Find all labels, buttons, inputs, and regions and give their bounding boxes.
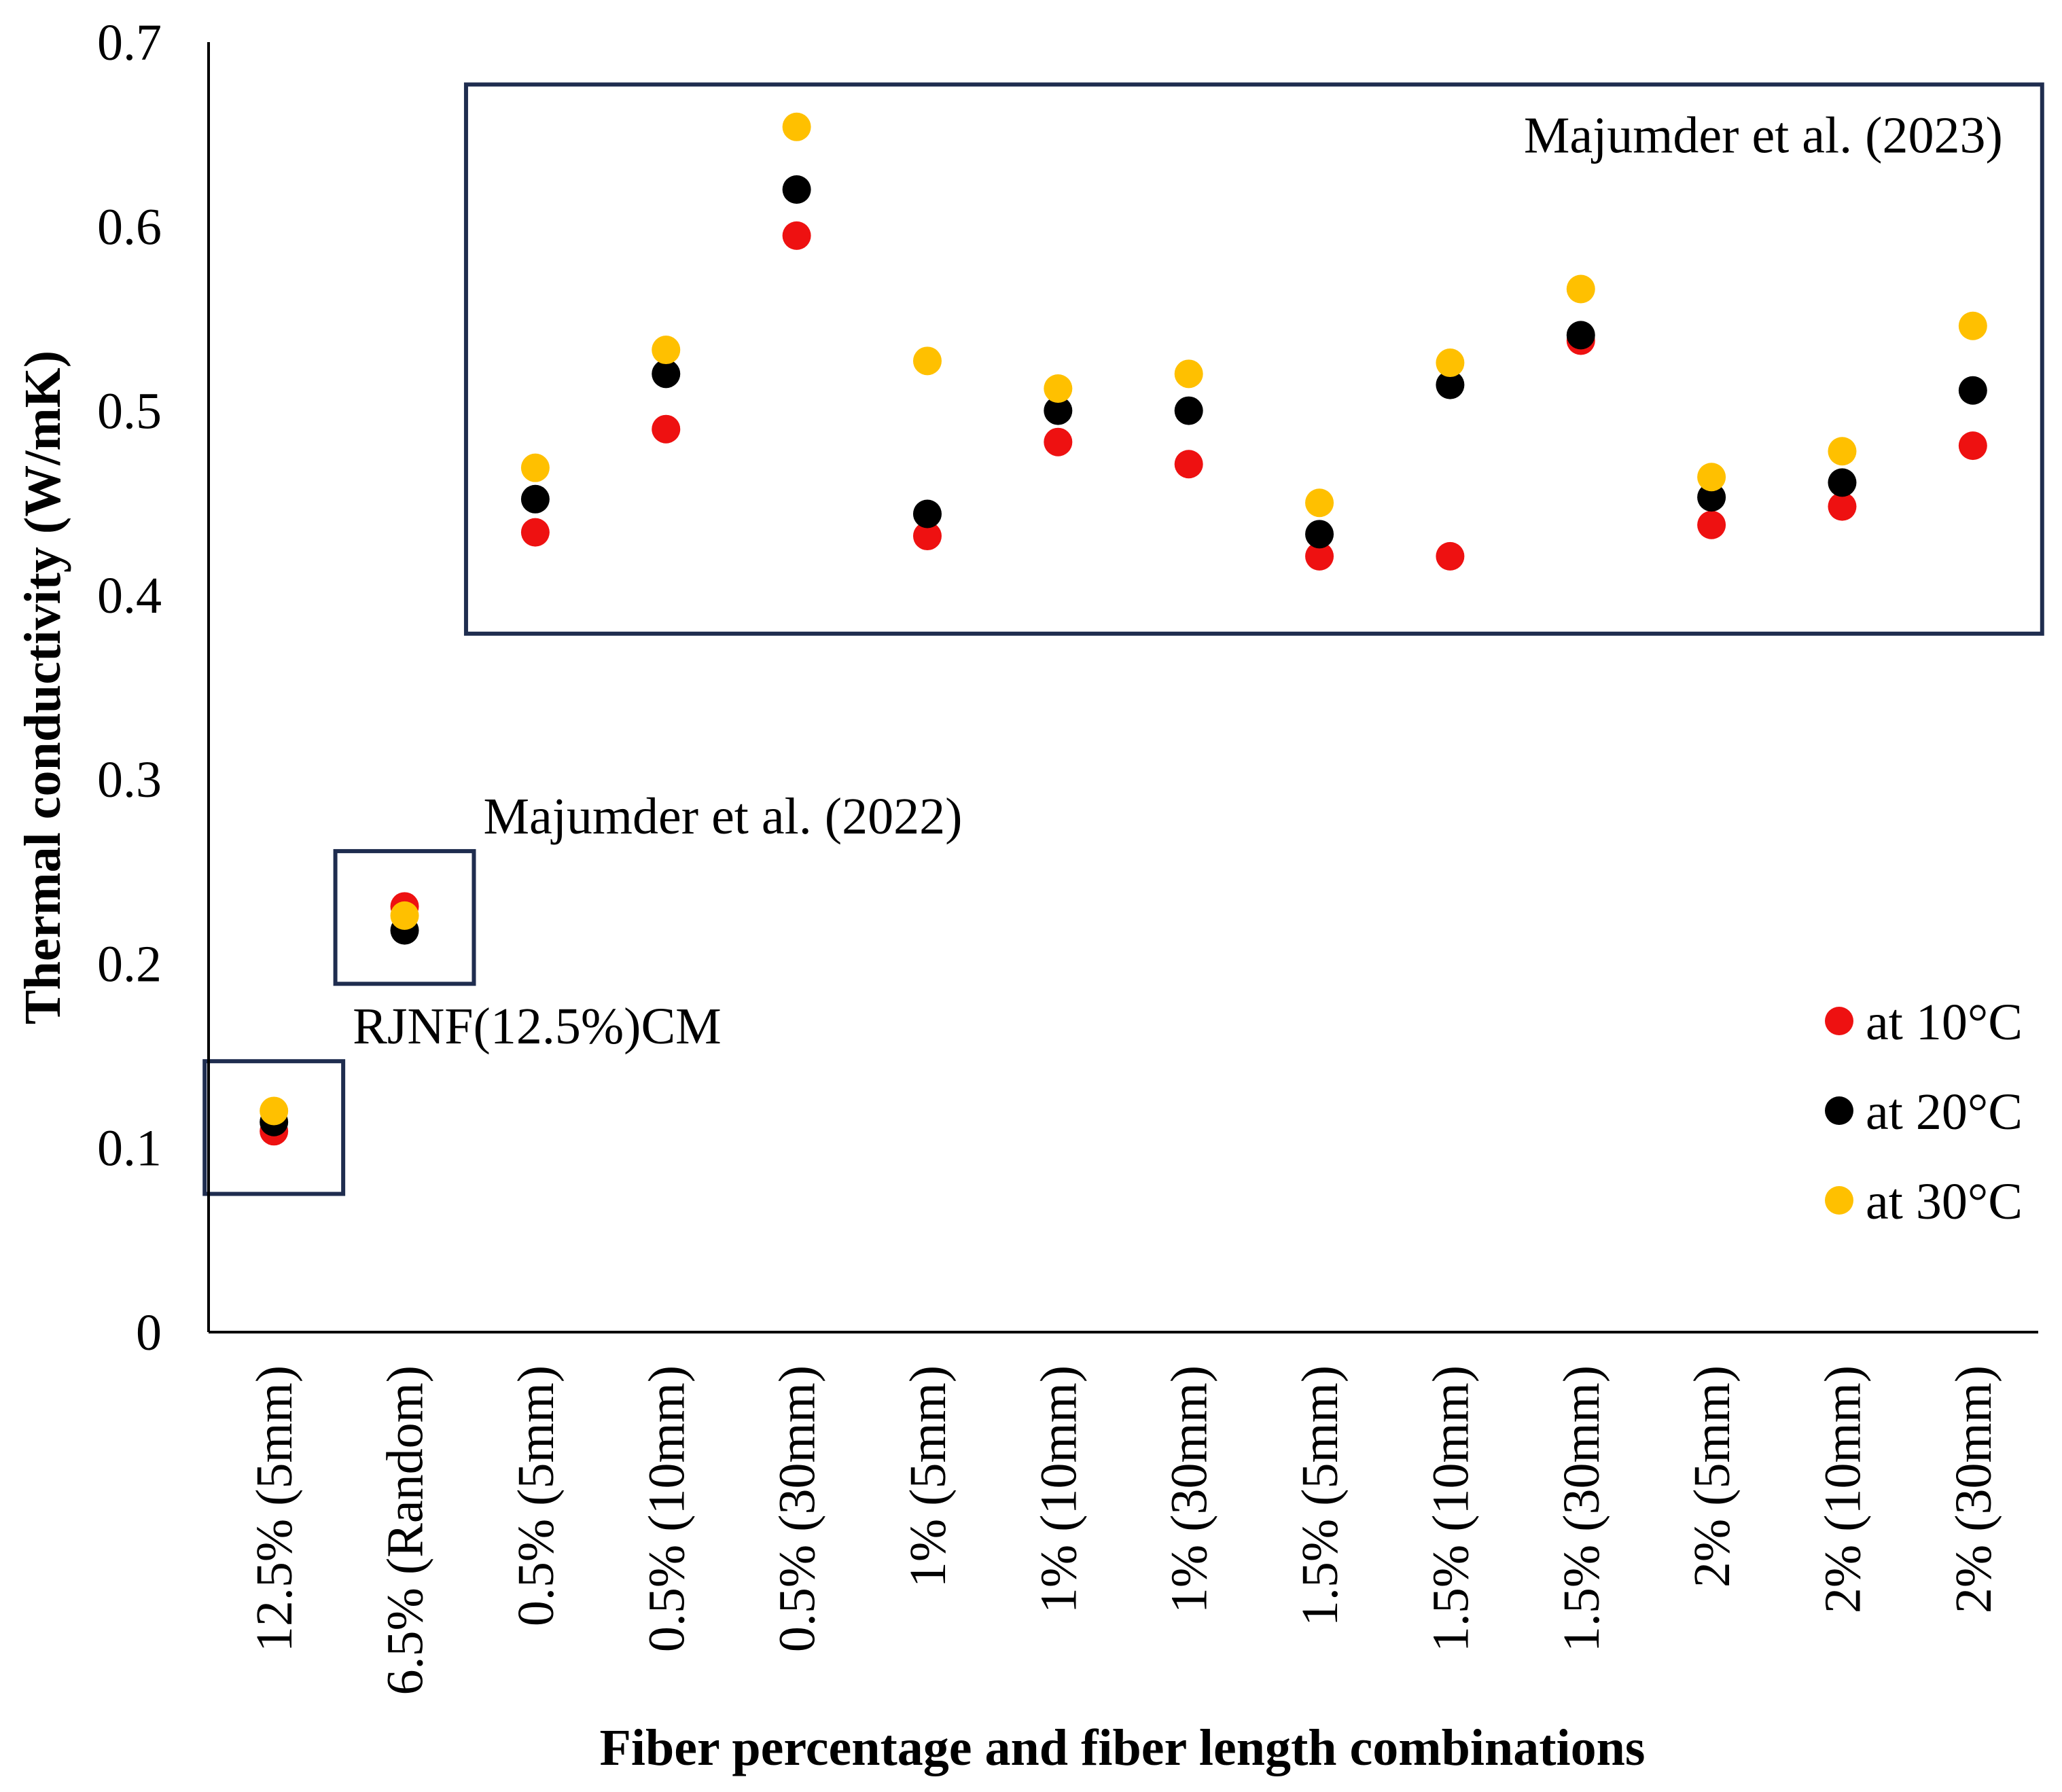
- data-point: [1044, 396, 1073, 425]
- data-point: [1044, 427, 1073, 456]
- data-point: [390, 901, 419, 930]
- data-point: [782, 221, 811, 250]
- legend-label: at 30°C: [1866, 1173, 2023, 1230]
- data-point: [1305, 541, 1334, 571]
- data-point: [1305, 488, 1334, 518]
- data-points: [260, 112, 1987, 1146]
- data-point: [1697, 510, 1726, 539]
- annotation-box: [333, 848, 476, 986]
- data-point: [1566, 321, 1595, 350]
- data-point: [1697, 483, 1726, 512]
- data-point: [912, 499, 942, 528]
- legend: at 10°C at 20°C at 30°C: [1825, 994, 2023, 1230]
- data-point: [1174, 396, 1203, 425]
- legend-label: at 20°C: [1866, 1083, 2023, 1141]
- x-tick-label: 1% (5mm): [900, 1365, 957, 1588]
- y-tick-label: 0: [136, 1304, 162, 1361]
- x-tick-labels: 12.5% (5mm) 6.5% (Random) 0.5% (5mm) 0.5% (…: [246, 1365, 2002, 1695]
- y-tick-label: 0.1: [97, 1120, 162, 1177]
- x-tick-label: 2% (5mm): [1684, 1365, 1741, 1588]
- data-point: [1828, 492, 1857, 521]
- data-point: [520, 518, 550, 547]
- legend-marker: [1825, 1096, 1853, 1125]
- data-point: [1566, 274, 1595, 304]
- annotation-label: Majumder et al. (2023): [1524, 107, 2003, 164]
- legend-marker: [1825, 1186, 1853, 1215]
- y-tick-labels: 0 0.1 0.2 0.3 0.4 0.5 0.6 0.7: [97, 14, 162, 1361]
- annotation-box: [463, 82, 2044, 636]
- x-tick-label: 1% (30mm): [1161, 1365, 1218, 1613]
- y-tick-label: 0.6: [97, 198, 162, 255]
- x-tick-label: 2% (10mm): [1814, 1365, 1871, 1613]
- data-point: [1828, 437, 1857, 466]
- data-point: [1436, 348, 1465, 378]
- x-tick-label: 2% (30mm): [1945, 1365, 2002, 1613]
- y-tick-label: 0.3: [97, 751, 162, 808]
- y-tick-label: 0.5: [97, 383, 162, 440]
- data-point: [1174, 359, 1203, 389]
- x-tick-label: 1.5% (10mm): [1422, 1365, 1479, 1652]
- annotation-label: Majumder et al. (2022): [483, 788, 962, 845]
- x-tick-label: 1.5% (30mm): [1553, 1365, 1610, 1652]
- annotation-boxes: [202, 82, 2044, 1196]
- data-point: [1958, 431, 1987, 461]
- data-point: [260, 1096, 289, 1126]
- data-point: [520, 453, 550, 482]
- data-point: [1305, 520, 1334, 549]
- data-point: [1436, 541, 1465, 571]
- data-point: [652, 336, 681, 365]
- data-point: [652, 359, 681, 389]
- data-point: [912, 522, 942, 551]
- axes: [207, 42, 2038, 1333]
- y-tick-label: 0.4: [97, 567, 162, 624]
- annotation-texts: RJNF(12.5%)CM Majumder et al. (2022) Majum…: [353, 107, 2003, 1055]
- data-point: [652, 414, 681, 444]
- x-tick-label: 6.5% (Random): [377, 1365, 434, 1695]
- annotation-box: [202, 1059, 346, 1196]
- annotation-label: RJNF(12.5%)CM: [353, 998, 722, 1055]
- y-tick-label: 0.7: [97, 14, 162, 71]
- data-point: [1436, 370, 1465, 399]
- data-point: [1958, 311, 1987, 340]
- data-point: [1044, 374, 1073, 404]
- x-tick-label: 0.5% (5mm): [508, 1365, 565, 1626]
- data-point: [1697, 463, 1726, 492]
- x-tick-label: 0.5% (30mm): [769, 1365, 826, 1652]
- data-point: [1174, 450, 1203, 479]
- x-tick-label: 12.5% (5mm): [246, 1365, 303, 1652]
- y-tick-label: 0.2: [97, 935, 162, 992]
- data-point: [1828, 468, 1857, 497]
- legend-marker: [1825, 1007, 1853, 1035]
- y-axis-title: Thermal conductivity (W/mK): [14, 351, 71, 1024]
- legend-label: at 10°C: [1866, 994, 2023, 1051]
- x-axis-title: Fiber percentage and fiber length combin…: [600, 1719, 1646, 1776]
- x-tick-label: 0.5% (10mm): [638, 1365, 695, 1652]
- data-point: [782, 175, 811, 204]
- data-point: [912, 346, 942, 376]
- x-tick-label: 1% (10mm): [1030, 1365, 1087, 1613]
- data-point: [1958, 376, 1987, 405]
- x-tick-label: 1.5% (5mm): [1292, 1365, 1349, 1626]
- data-point: [782, 112, 811, 141]
- data-point: [520, 484, 550, 514]
